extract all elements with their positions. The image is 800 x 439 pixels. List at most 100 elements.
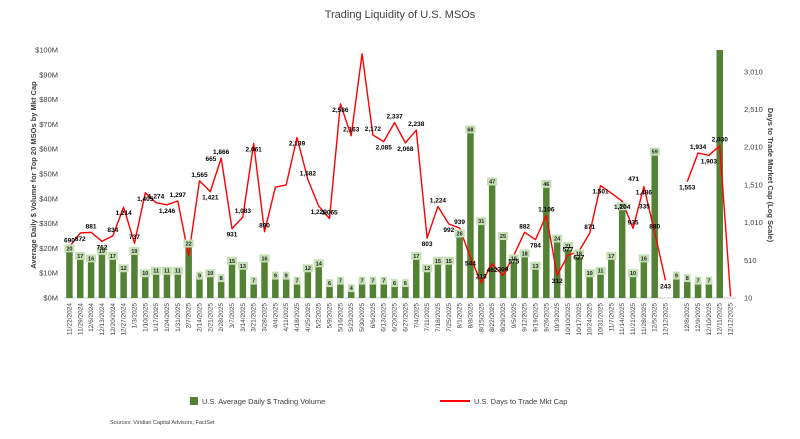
volume-bar-label: 12	[424, 266, 430, 272]
volume-bar-label: 7	[361, 279, 364, 285]
volume-bar-label: 17	[413, 254, 419, 260]
y-left-tick-label: $40M	[39, 194, 58, 203]
volume-bar-label: 16	[261, 256, 267, 262]
x-tick-label: 12/13/2024	[99, 303, 106, 336]
volume-bar-label-box	[402, 279, 409, 288]
x-tick-label: 8/15/2025	[478, 303, 485, 332]
volume-bar-label-box	[196, 271, 203, 280]
x-tick-label: 3/7/2025	[229, 303, 236, 329]
days-to-trade-label: 881	[86, 223, 97, 230]
x-tick-label: 6/20/2025	[392, 303, 399, 332]
x-tick-label: 2/28/2025	[218, 303, 225, 332]
volume-bar-label-box	[64, 244, 75, 253]
volume-bar-label: 10	[587, 271, 593, 277]
volume-bar-label: 16	[641, 256, 647, 262]
volume-bar-label-box	[313, 259, 324, 268]
volume-bars	[66, 50, 723, 298]
volume-bar-label-box	[476, 217, 487, 226]
x-tick-label: 12/11/2025	[717, 303, 724, 335]
volume-bar-label-box	[358, 276, 366, 285]
volume-bar-label: 15	[446, 259, 452, 265]
x-tick-label: 12/27/2024	[121, 303, 128, 336]
volume-bar-label: 6	[404, 281, 407, 287]
days-to-trade-label: 2,068	[397, 146, 414, 153]
x-tick-label: 6/27/2025	[402, 303, 409, 332]
volume-bar-label-box	[541, 179, 552, 188]
x-tick-label: 12/8/2025	[684, 303, 691, 332]
volume-bar-label: 25	[500, 234, 506, 240]
volume-bar	[543, 183, 550, 298]
volume-bar-label-box	[649, 147, 660, 156]
volume-bar	[402, 283, 409, 298]
volume-bar	[66, 248, 73, 298]
volume-bar-label: 10	[630, 271, 636, 277]
days-to-trade-label: 690	[64, 238, 75, 245]
days-to-trade-label: 1,421	[202, 195, 219, 202]
volume-bar-label-box	[391, 279, 398, 288]
volume-bar	[304, 268, 312, 298]
x-tick-label: 7/18/2025	[435, 303, 442, 332]
x-tick-label: 4/11/2025	[283, 303, 290, 332]
volume-bar-label: 7	[296, 279, 299, 285]
volume-bar-label-box	[411, 251, 422, 260]
volume-bar-label: 13	[532, 264, 538, 270]
x-tick-label: 7/25/2025	[446, 303, 453, 332]
x-tick-label: 10/24/2025	[587, 303, 594, 336]
volume-bar-label-box	[183, 239, 194, 248]
volume-bar	[282, 275, 290, 298]
volume-bar	[131, 250, 138, 298]
x-tick-label: 10/17/2025	[576, 303, 583, 336]
volume-bar-label-box	[508, 254, 519, 263]
volume-bar	[185, 243, 192, 298]
days-to-trade-label: 762	[97, 244, 108, 251]
y-left-tick-label: $90M	[39, 70, 58, 79]
volume-bar-label-box	[380, 276, 388, 285]
x-tick-label: 5/9/2025	[327, 303, 334, 329]
volume-bar-label-box	[302, 264, 313, 273]
x-tick-label: 5/16/2025	[337, 303, 344, 332]
days-to-trade-label: 1,866	[213, 149, 230, 156]
volume-bar-label: 37	[619, 204, 625, 210]
legend-swatch-volume	[190, 397, 198, 405]
volume-bar-label-box	[694, 276, 702, 285]
volume-bar	[239, 265, 247, 298]
volume-bar-label: 10	[142, 271, 148, 277]
volume-bar	[272, 275, 279, 298]
days-to-trade-label: 1,486	[636, 190, 653, 197]
days-to-trade-label: 243	[660, 283, 671, 290]
volume-bar-label-box	[282, 271, 290, 280]
days-to-trade-label: 2,085	[376, 145, 393, 152]
y-left-tick-label: $20M	[39, 244, 58, 253]
volume-bar-label: 11	[175, 269, 181, 275]
days-to-trade-line	[68, 53, 732, 297]
volume-bar-label: 15	[229, 259, 235, 265]
volume-bar-label: 7	[382, 279, 385, 285]
days-to-trade-label: 1,214	[115, 210, 132, 217]
volume-bar-label: 8	[686, 276, 689, 282]
volume-bar	[467, 129, 474, 298]
x-tick-label: 8/8/2025	[468, 303, 475, 329]
days-to-trade-label: 1,106	[538, 206, 555, 213]
volume-bar	[174, 270, 182, 298]
volume-bar-label: 6	[393, 281, 396, 287]
x-tick-label: 11/22/2024	[66, 303, 73, 335]
y-right-tick-label: 3,010	[744, 67, 763, 76]
days-to-trade-label: 309	[498, 266, 509, 273]
volume-bar-label-box	[75, 251, 86, 260]
days-to-trade-label: 737	[129, 234, 140, 241]
volume-bar-label-box	[638, 254, 649, 263]
volume-bar-label-box	[552, 234, 563, 243]
y-axis-left-ticks: $0M $10M $20M $30M $40M $50M $60M $70M $80M $90M $…	[35, 46, 58, 303]
volume-bar-label: 46	[543, 182, 549, 188]
volume-bar-labels: 20 17 16 19 17 12 19 10 11 11 11 22 9 10 8 15 13 7 16 9 9 7 12…	[64, 125, 713, 293]
volume-bar-label: 9	[675, 274, 678, 280]
volume-bar-label: 7	[252, 279, 255, 285]
volume-bar	[163, 270, 171, 298]
volume-bar	[261, 258, 268, 298]
volume-bar-label-box	[293, 276, 301, 285]
volume-bar-label-box	[337, 276, 344, 285]
days-to-trade-label: 665	[205, 156, 216, 163]
days-to-trade-label: 2,163	[343, 127, 360, 134]
volume-bar-label-box	[443, 256, 454, 265]
